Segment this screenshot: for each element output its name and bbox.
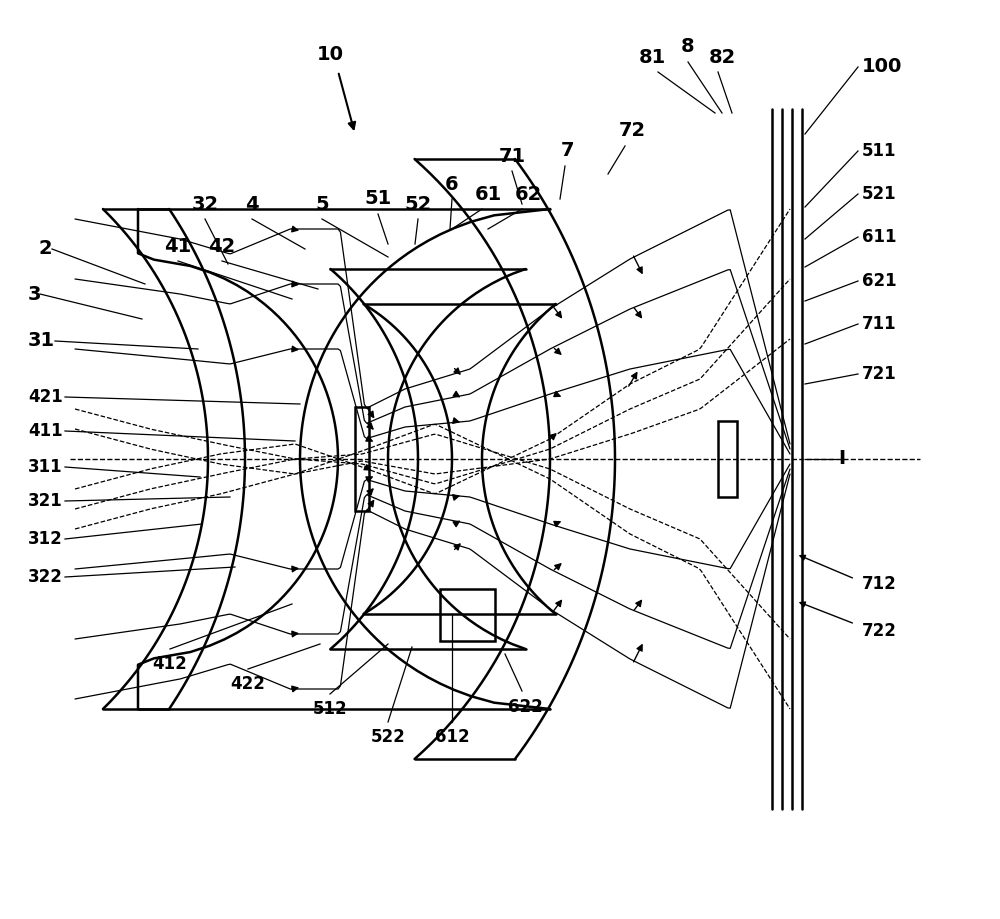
- Text: 512: 512: [313, 700, 347, 718]
- Text: 711: 711: [862, 315, 897, 333]
- Text: 312: 312: [28, 530, 63, 548]
- Text: 7: 7: [561, 142, 575, 161]
- Text: 41: 41: [164, 237, 192, 256]
- Text: 100: 100: [862, 58, 902, 76]
- Text: 721: 721: [862, 365, 897, 383]
- Text: 3: 3: [28, 285, 42, 303]
- Text: 622: 622: [508, 698, 542, 716]
- Text: 522: 522: [371, 728, 405, 746]
- Text: 6: 6: [445, 175, 459, 194]
- Text: 52: 52: [404, 195, 432, 213]
- Text: 10: 10: [316, 44, 344, 63]
- Text: 71: 71: [498, 148, 526, 166]
- Text: 61: 61: [474, 185, 502, 203]
- Text: 621: 621: [862, 272, 897, 290]
- Bar: [355, 407, 369, 511]
- Text: 511: 511: [862, 142, 896, 160]
- Text: 411: 411: [28, 422, 63, 440]
- Text: 421: 421: [28, 388, 63, 406]
- Text: 611: 611: [862, 228, 896, 246]
- Text: 4: 4: [245, 195, 259, 213]
- Text: 321: 321: [28, 492, 63, 510]
- Bar: [718, 421, 737, 497]
- Text: 51: 51: [364, 189, 392, 209]
- Text: 62: 62: [514, 185, 542, 203]
- Text: 2: 2: [38, 240, 52, 258]
- Text: 5: 5: [315, 195, 329, 213]
- Text: 612: 612: [435, 728, 469, 746]
- Text: 31: 31: [28, 332, 55, 350]
- Text: 311: 311: [28, 458, 63, 476]
- Text: 722: 722: [862, 622, 897, 640]
- Text: 32: 32: [191, 195, 219, 213]
- Text: 412: 412: [153, 655, 187, 673]
- Text: 82: 82: [708, 48, 736, 66]
- Text: I: I: [838, 449, 845, 469]
- Text: 712: 712: [862, 575, 897, 593]
- Text: 81: 81: [638, 48, 666, 66]
- Text: 8: 8: [681, 38, 695, 56]
- Text: 72: 72: [618, 121, 646, 141]
- Text: 422: 422: [231, 675, 265, 693]
- Text: 322: 322: [28, 568, 63, 586]
- Bar: [440, 589, 495, 641]
- Text: 521: 521: [862, 185, 897, 203]
- Text: 42: 42: [208, 237, 236, 256]
